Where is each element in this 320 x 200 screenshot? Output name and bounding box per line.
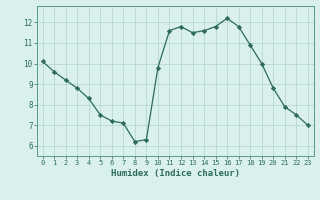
X-axis label: Humidex (Indice chaleur): Humidex (Indice chaleur) — [111, 169, 240, 178]
